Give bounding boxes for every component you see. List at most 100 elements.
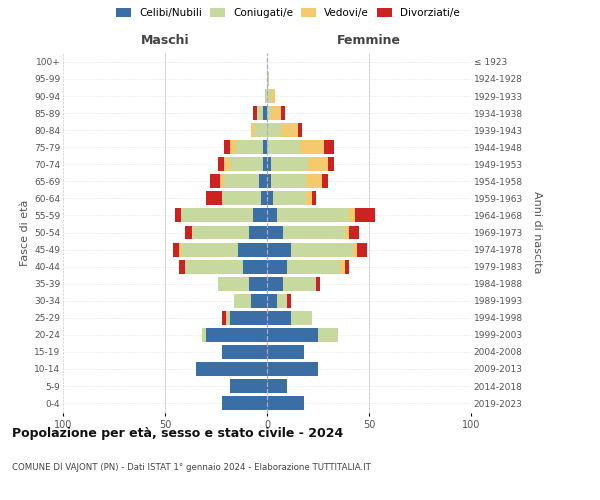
Bar [202, 328, 206, 342]
Bar [340, 260, 344, 274]
Bar [224, 174, 259, 188]
Bar [344, 260, 349, 274]
Bar [220, 174, 224, 188]
Bar [196, 362, 267, 376]
Bar [179, 260, 185, 274]
Bar [222, 192, 261, 205]
Bar [273, 192, 306, 205]
Bar [253, 208, 267, 222]
Bar [230, 311, 267, 325]
Bar [242, 260, 267, 274]
Bar [226, 311, 230, 325]
Bar [292, 311, 312, 325]
Bar [281, 123, 298, 137]
Bar [267, 260, 287, 274]
Bar [191, 226, 248, 239]
Bar [267, 123, 281, 137]
Bar [357, 242, 367, 256]
Bar [267, 140, 299, 154]
Y-axis label: Fasce di età: Fasce di età [20, 200, 30, 266]
Bar [235, 294, 251, 308]
Bar [230, 158, 263, 171]
Bar [267, 192, 273, 205]
Bar [287, 294, 292, 308]
Bar [299, 140, 324, 154]
Bar [206, 328, 267, 342]
Bar [267, 174, 271, 188]
Bar [175, 208, 181, 222]
Bar [316, 276, 320, 290]
Bar [312, 192, 316, 205]
Bar [322, 174, 328, 188]
Bar [292, 242, 353, 256]
Bar [222, 345, 267, 359]
Text: Femmine: Femmine [337, 34, 401, 48]
Bar [224, 140, 230, 154]
Bar [353, 242, 357, 256]
Bar [253, 106, 257, 120]
Bar [251, 294, 267, 308]
Bar [267, 396, 304, 410]
Bar [259, 174, 267, 188]
Bar [267, 242, 292, 256]
Bar [263, 140, 267, 154]
Bar [173, 242, 179, 256]
Bar [267, 328, 318, 342]
Bar [267, 379, 287, 393]
Bar [224, 158, 230, 171]
Bar [267, 345, 304, 359]
Bar [181, 242, 238, 256]
Bar [349, 226, 359, 239]
Bar [271, 89, 275, 103]
Bar [277, 208, 349, 222]
Bar [263, 158, 267, 171]
Bar [267, 72, 269, 86]
Bar [181, 208, 253, 222]
Bar [185, 226, 191, 239]
Bar [257, 106, 263, 120]
Bar [230, 140, 236, 154]
Bar [287, 260, 340, 274]
Bar [271, 174, 306, 188]
Bar [267, 89, 271, 103]
Text: Maschi: Maschi [140, 34, 190, 48]
Bar [281, 106, 286, 120]
Bar [267, 362, 318, 376]
Bar [283, 276, 316, 290]
Bar [267, 276, 283, 290]
Bar [236, 140, 263, 154]
Bar [344, 226, 349, 239]
Bar [271, 106, 281, 120]
Bar [218, 276, 248, 290]
Bar [210, 174, 220, 188]
Bar [206, 192, 222, 205]
Bar [179, 242, 181, 256]
Bar [263, 106, 267, 120]
Bar [222, 311, 226, 325]
Bar [230, 379, 267, 393]
Legend: Celibi/Nubili, Coniugati/e, Vedovi/e, Divorziati/e: Celibi/Nubili, Coniugati/e, Vedovi/e, Di… [116, 8, 460, 18]
Bar [267, 208, 277, 222]
Text: COMUNE DI VAJONT (PN) - Dati ISTAT 1° gennaio 2024 - Elaborazione TUTTITALIA.IT: COMUNE DI VAJONT (PN) - Dati ISTAT 1° ge… [12, 462, 371, 471]
Bar [271, 158, 308, 171]
Text: Popolazione per età, sesso e stato civile - 2024: Popolazione per età, sesso e stato civil… [12, 428, 343, 440]
Bar [277, 294, 287, 308]
Bar [267, 106, 271, 120]
Bar [222, 396, 267, 410]
Bar [251, 123, 255, 137]
Bar [283, 226, 344, 239]
Bar [328, 158, 334, 171]
Bar [238, 242, 267, 256]
Bar [261, 192, 267, 205]
Bar [349, 208, 355, 222]
Bar [355, 208, 375, 222]
Bar [306, 174, 322, 188]
Bar [248, 276, 267, 290]
Bar [267, 294, 277, 308]
Bar [218, 158, 224, 171]
Bar [318, 328, 338, 342]
Bar [248, 226, 267, 239]
Bar [267, 226, 283, 239]
Bar [306, 192, 312, 205]
Bar [265, 89, 267, 103]
